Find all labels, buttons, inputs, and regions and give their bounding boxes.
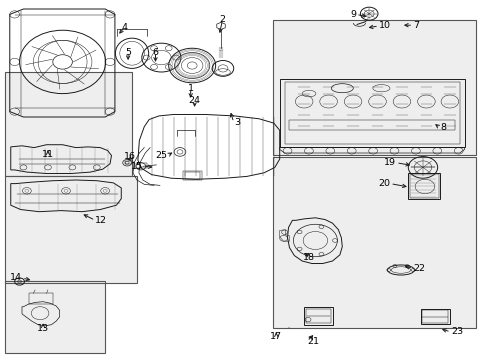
Bar — [5, 176, 137, 283]
Bar — [284, 82, 459, 144]
Text: 10: 10 — [378, 21, 390, 30]
Bar — [29, 293, 53, 304]
Bar — [279, 79, 464, 147]
Text: 21: 21 — [306, 337, 319, 346]
Bar — [124, 161, 133, 164]
Text: 7: 7 — [412, 21, 418, 30]
Bar — [5, 176, 137, 283]
Bar — [272, 157, 475, 328]
Text: 19: 19 — [383, 158, 395, 167]
Text: 14: 14 — [10, 274, 22, 282]
Text: 22: 22 — [412, 264, 425, 273]
Bar — [407, 173, 439, 199]
Text: 9: 9 — [349, 10, 355, 19]
Bar — [305, 309, 330, 323]
Bar — [183, 171, 202, 180]
Bar — [409, 174, 438, 198]
Text: 16: 16 — [123, 152, 135, 161]
Text: 13: 13 — [37, 324, 49, 333]
Text: 18: 18 — [303, 253, 315, 262]
Bar — [184, 172, 200, 179]
Bar — [288, 120, 454, 130]
Bar — [5, 281, 105, 353]
Text: 20: 20 — [377, 179, 389, 188]
Bar — [421, 310, 447, 323]
Text: 2: 2 — [219, 15, 225, 24]
Text: 23: 23 — [450, 328, 462, 336]
Text: 5: 5 — [125, 48, 131, 57]
Bar — [420, 309, 449, 324]
Bar — [5, 281, 105, 353]
Bar — [272, 157, 475, 328]
Bar — [5, 72, 132, 176]
Text: 4: 4 — [122, 22, 127, 31]
Text: 24: 24 — [188, 96, 200, 105]
Text: 6: 6 — [152, 48, 158, 57]
Text: 3: 3 — [233, 118, 240, 127]
Bar — [272, 20, 475, 155]
Bar — [136, 163, 147, 168]
Text: 15: 15 — [131, 162, 143, 171]
Text: 8: 8 — [439, 123, 445, 132]
Bar — [304, 307, 332, 325]
Text: 17: 17 — [270, 332, 282, 341]
Text: 12: 12 — [95, 216, 107, 225]
Text: 25: 25 — [155, 151, 167, 160]
Bar — [272, 20, 475, 155]
Text: 1: 1 — [187, 84, 193, 93]
Text: 11: 11 — [42, 150, 54, 158]
Bar — [5, 72, 132, 176]
